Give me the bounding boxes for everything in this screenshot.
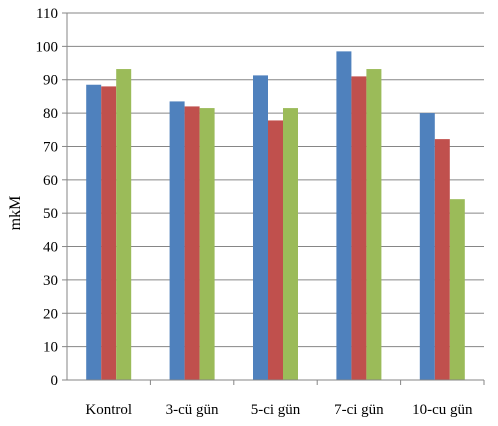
y-tick-label: 0 <box>51 373 59 389</box>
x-tick-labels: Kontrol 3-cü gün 5-ci gün 7-ci gün 10-cu gün <box>85 380 485 418</box>
bar-series2-0 <box>101 86 117 381</box>
axes <box>66 13 484 381</box>
y-tick-label: 30 <box>43 273 58 289</box>
bar-series1-0 <box>86 84 102 381</box>
y-tick-label: 40 <box>43 240 58 256</box>
y-tick-label: 80 <box>43 106 58 122</box>
y-tick-label: 70 <box>43 139 58 155</box>
y-tick-label: 10 <box>43 340 58 356</box>
x-tick-label: 5-ci gün <box>251 402 301 418</box>
y-tick-label: 90 <box>43 73 58 89</box>
bar-series3-1 <box>199 108 215 380</box>
y-axis-title: mkM <box>7 196 24 231</box>
x-tick-label: 7-ci gün <box>334 402 384 418</box>
bar-series2-3 <box>351 76 367 381</box>
bar-series2-4 <box>434 139 450 380</box>
y-tick-label: 110 <box>36 6 58 22</box>
y-tick-label: 50 <box>43 206 58 222</box>
x-tick-label: 10-cu gün <box>412 402 473 418</box>
bars <box>86 51 465 381</box>
bar-series3-3 <box>366 69 382 381</box>
bar-series3-4 <box>449 199 465 380</box>
bar-series1-1 <box>169 101 185 380</box>
bar-series1-4 <box>419 113 435 380</box>
bar-series1-2 <box>253 75 268 380</box>
bar-series3-2 <box>283 108 298 380</box>
y-tick-label: 60 <box>43 173 58 189</box>
x-tick-label: Kontrol <box>85 402 132 418</box>
y-tick-label: 100 <box>36 39 59 55</box>
y-tick-label: 20 <box>43 306 58 322</box>
bar-series2-1 <box>184 106 200 380</box>
bar-series3-0 <box>116 69 132 381</box>
bar-series1-3 <box>336 51 352 380</box>
x-tick-label: 3-cü gün <box>166 402 219 418</box>
y-tick-labels: 0 10 20 30 40 50 60 70 80 90 100 110 <box>36 6 67 389</box>
bar-series2-2 <box>268 120 283 380</box>
